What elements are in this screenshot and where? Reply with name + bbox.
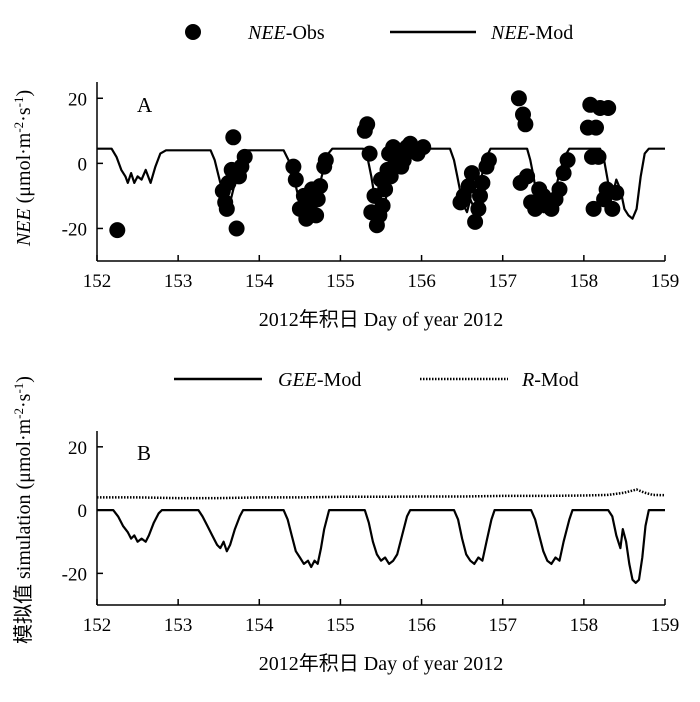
x-tick-label-b-3: 155 (326, 615, 355, 636)
x-tick-label-a-4: 156 (407, 271, 436, 292)
data-point-nee-obs-7 (228, 220, 245, 237)
x-tick-label-a-0: 152 (83, 271, 112, 292)
x-tick-label-b-0: 152 (83, 615, 112, 636)
series-line-nee-mod (97, 147, 665, 220)
data-point-nee-obs-24 (359, 116, 376, 133)
x-axis-title-a: 2012年积日 Day of year 2012 (259, 308, 503, 331)
legend-label-gee-mod: GEE-Mod (278, 369, 361, 391)
x-tick-label-a-3: 155 (326, 271, 355, 292)
legend-a: NEE-Obs NEE-Mod (185, 22, 573, 44)
data-point-nee-obs-59 (517, 116, 534, 133)
x-tick-label-b-5: 157 (488, 615, 517, 636)
legend-label-nee-obs: NEE-Obs (247, 22, 325, 44)
y-tick-label-b-0: 20 (68, 438, 87, 459)
y-tick-label-a-1: 0 (78, 154, 88, 175)
series-b (97, 488, 666, 584)
data-point-nee-obs-0 (109, 222, 126, 239)
x-tick-label-a-5: 157 (488, 271, 517, 292)
data-point-nee-obs-50 (463, 165, 480, 182)
data-point-nee-obs-81 (600, 100, 617, 116)
ticks-b: 152 153 154 155 156 157 158 159 20 0 -20 (62, 438, 680, 636)
data-point-nee-obs-12 (287, 171, 304, 188)
panel-b: B 152 153 154 155 156 157 158 159 20 0 -20 2012年积日… (62, 431, 680, 675)
x-tick-label-b-2: 154 (245, 615, 274, 636)
y-tick-label-b-1: 0 (78, 501, 88, 522)
data-point-nee-obs-51 (467, 213, 484, 230)
y-axis-title-b: 模拟值 simulation (μmol·m-2·s-1) (11, 376, 35, 644)
x-tick-label-b-4: 156 (407, 615, 436, 636)
x-tick-label-a-1: 153 (164, 271, 193, 292)
data-point-nee-obs-49 (460, 178, 477, 195)
data-point-nee-obs-61 (519, 168, 536, 185)
ticks-a: 152 153 154 155 156 157 158 159 20 0 -20 (62, 89, 680, 292)
x-tick-label-a-7: 159 (651, 271, 680, 292)
x-axis-title-b: 2012年积日 Day of year 2012 (259, 652, 503, 675)
x-tick-label-b-7: 159 (651, 615, 680, 636)
data-point-nee-obs-18 (308, 207, 325, 224)
legend-label-r-mod: R-Mod (521, 369, 579, 391)
data-point-nee-obs-3 (218, 200, 235, 217)
x-tick-label-a-2: 154 (245, 271, 274, 292)
panel-a: A 152 153 154 155 156 157 158 159 20 0 -20 2012年积日… (11, 82, 679, 331)
y-axis-title-a: NEE (μmol·m-2·s-1) (11, 90, 35, 247)
panel-label-a: A (137, 93, 153, 117)
data-point-nee-obs-76 (588, 119, 604, 136)
data-point-nee-obs-82 (604, 200, 621, 217)
data-point-nee-obs-25 (361, 145, 378, 162)
panel-label-b: B (137, 441, 151, 465)
data-point-nee-obs-75 (585, 200, 602, 217)
x-tick-label-a-6: 158 (570, 271, 599, 292)
y-tick-label-b-2: -20 (62, 564, 87, 585)
data-point-nee-obs-46 (415, 139, 432, 156)
legend-b: GEE-Mod R-Mod (174, 369, 579, 391)
legend-label-nee-mod: NEE-Mod (490, 22, 573, 44)
x-tick-label-b-6: 158 (570, 615, 599, 636)
series-a (97, 90, 665, 239)
data-point-nee-obs-6 (225, 129, 242, 146)
data-point-nee-obs-57 (510, 90, 527, 107)
series-line-r-mod (97, 488, 666, 500)
y-tick-label-a-0: 20 (68, 89, 87, 110)
y-tick-label-a-2: -20 (62, 219, 87, 240)
series-line-gee-mod (97, 509, 665, 584)
x-tick-label-b-1: 153 (164, 615, 193, 636)
legend-marker-nee-obs (185, 24, 201, 40)
